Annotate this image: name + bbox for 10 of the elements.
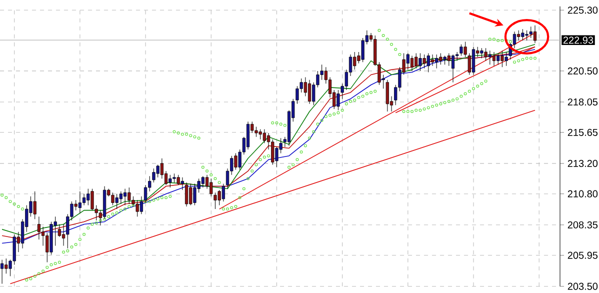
y-tick-label: 203.50: [568, 282, 598, 290]
ref-line-label: 222.93: [563, 36, 594, 44]
y-tick-label: 208.35: [568, 221, 598, 228]
y-tick-label: 205.95: [568, 252, 598, 259]
y-tick-label: 218.05: [568, 98, 598, 106]
y-tick-label: 220.50: [568, 67, 598, 74]
y-tick-label: 213.20: [568, 160, 598, 167]
y-tick-label: 225.30: [568, 6, 598, 14]
y-tick-label: 215.65: [568, 128, 598, 136]
y-tick-label: 210.80: [568, 190, 598, 198]
